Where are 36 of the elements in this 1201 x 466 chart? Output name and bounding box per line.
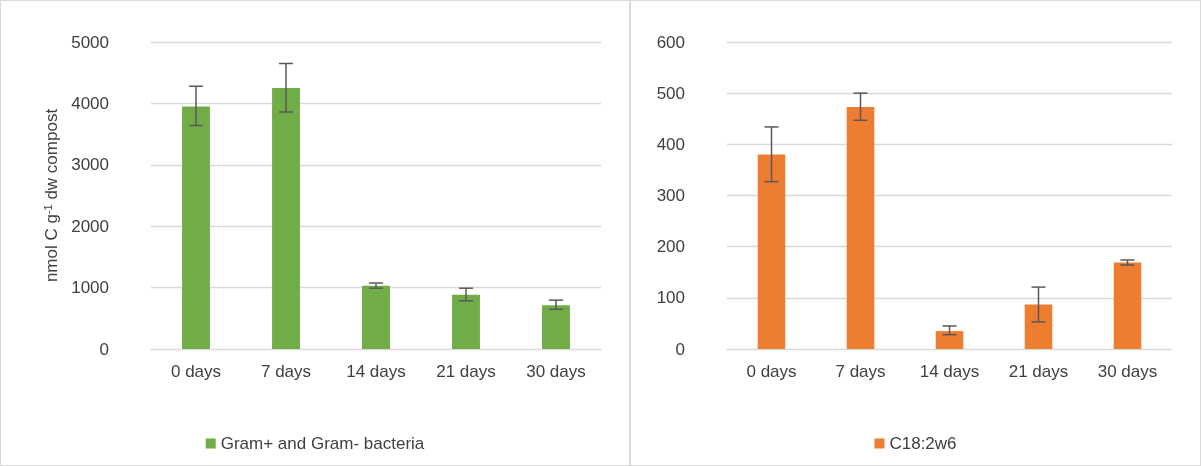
- bar: [362, 285, 390, 349]
- x-tick-label: 0 days: [170, 362, 222, 381]
- legend-label: C18:2w6: [889, 434, 957, 453]
- x-tick-label: 30 days: [1097, 362, 1158, 381]
- y-tick-label: 400: [656, 134, 685, 154]
- y-tick-label: 5000: [71, 32, 109, 52]
- x-tick-label: 7 days: [260, 362, 312, 381]
- y-tick-label: 600: [656, 32, 685, 52]
- y-axis-title: nmol C g-1 dw compost: [41, 108, 62, 283]
- x-tick-label: 0 days: [746, 362, 797, 381]
- y-tick-label: 200: [656, 237, 685, 257]
- bar: [1113, 262, 1142, 349]
- x-tick-label: 30 days: [526, 362, 586, 381]
- y-tick-label: 4000: [71, 93, 109, 113]
- bar: [452, 294, 480, 349]
- legend-label: Gram+ and Gram- bacteria: [220, 434, 425, 453]
- y-tick-label: 300: [656, 186, 685, 205]
- y-tick-label: 500: [656, 83, 685, 103]
- x-tick-label: 14 days: [346, 362, 406, 381]
- y-tick-label: 3000: [71, 155, 109, 175]
- bar: [846, 106, 875, 349]
- bar: [935, 331, 964, 349]
- bar: [182, 106, 210, 349]
- y-tick-label: 1000: [71, 278, 109, 298]
- x-tick-label: 21 days: [436, 362, 496, 381]
- y-tick-label: 100: [656, 288, 685, 308]
- bar: [1024, 304, 1053, 349]
- y-tick-label: 0: [675, 339, 685, 359]
- bar: [757, 154, 786, 349]
- bar: [542, 305, 570, 349]
- x-tick-label: 7 days: [835, 362, 886, 381]
- y-tick-label: 2000: [71, 216, 109, 236]
- y-tick-label: 0: [99, 339, 109, 359]
- x-tick-label: 14 days: [919, 362, 980, 381]
- bar: [272, 88, 300, 349]
- x-tick-label: 21 days: [1008, 362, 1069, 381]
